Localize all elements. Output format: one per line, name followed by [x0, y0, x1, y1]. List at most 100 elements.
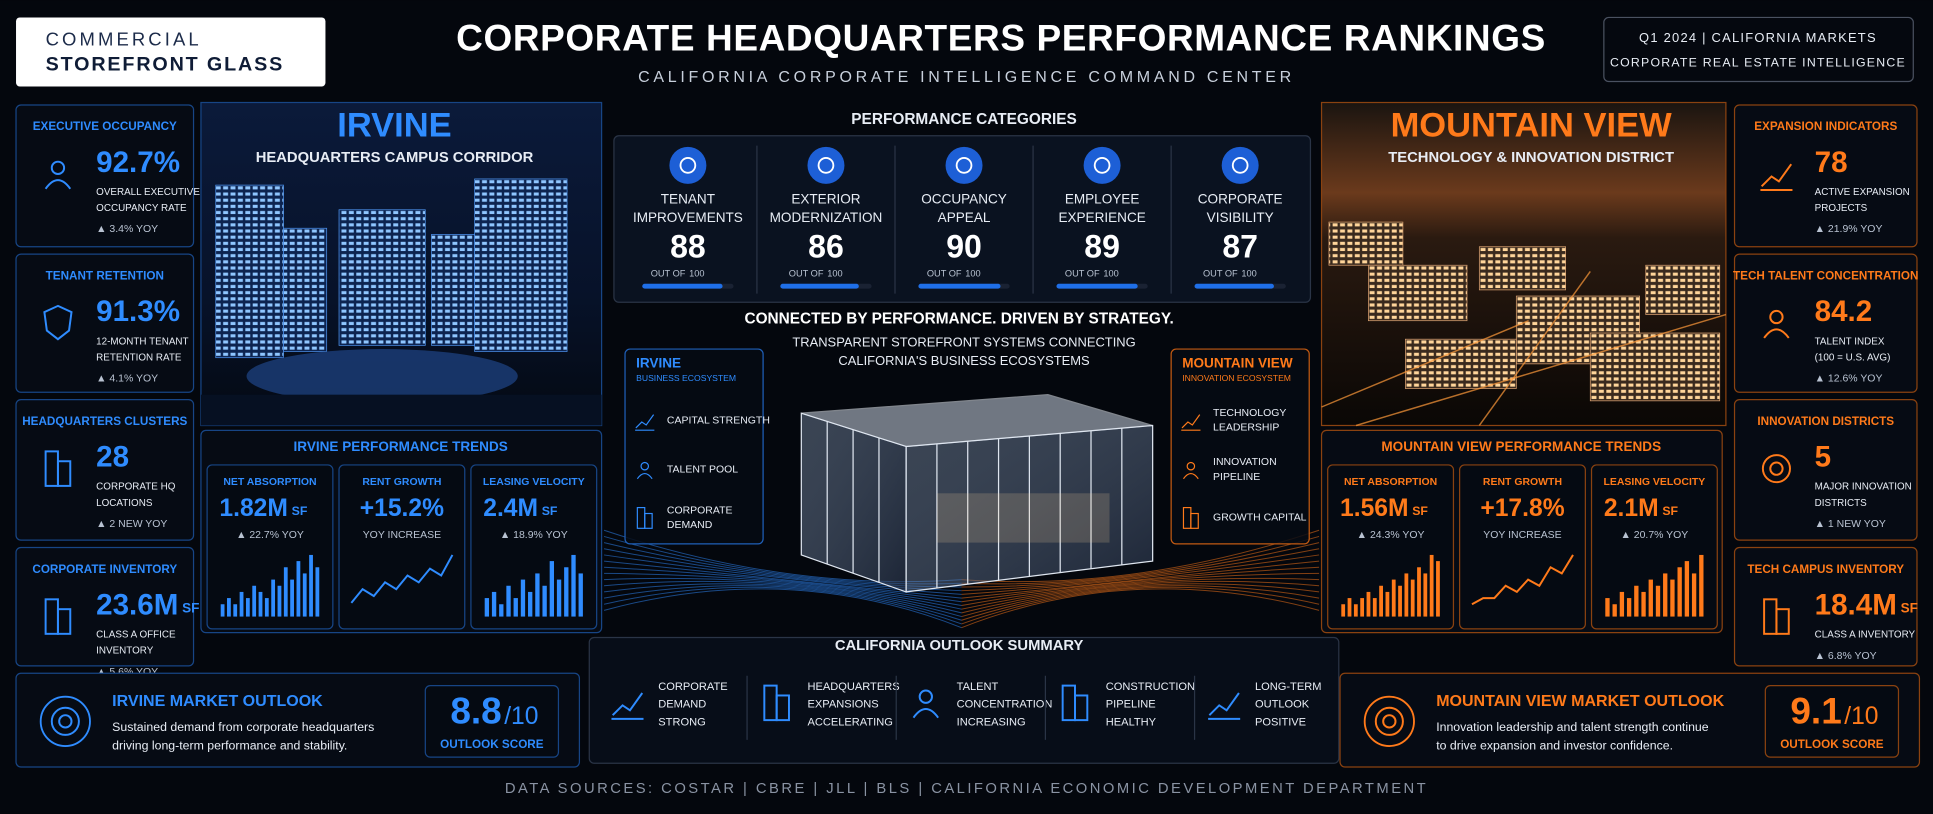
light-stream — [604, 577, 962, 610]
label: YOY INCREASE — [363, 530, 441, 541]
trends-title: IRVINE PERFORMANCE TRENDS — [294, 439, 508, 454]
building — [1645, 264, 1721, 315]
icon — [1181, 414, 1201, 431]
label: DISTRICTS — [1815, 498, 1867, 509]
light-stream — [961, 535, 1320, 585]
light-stream — [961, 566, 1320, 603]
icon — [50, 706, 80, 736]
trend-card — [338, 464, 466, 630]
score-box — [1764, 684, 1900, 758]
label: 12-MONTH TENANT — [96, 336, 188, 347]
metric-card — [1733, 104, 1918, 248]
trend-bar — [1655, 585, 1661, 617]
label: RENT GROWTH — [1483, 477, 1562, 488]
trend-value: 2.4M — [483, 495, 538, 522]
icon-part — [1760, 163, 1793, 188]
score-bar — [918, 283, 1001, 289]
icon — [44, 450, 72, 487]
light-stream — [604, 580, 962, 614]
building — [1589, 332, 1721, 402]
label: /10 — [1844, 703, 1878, 730]
trend-bar — [578, 573, 583, 617]
label: OUT OF — [651, 268, 686, 278]
trend-line — [1471, 554, 1574, 606]
metric-value: 5 — [1815, 441, 1831, 474]
ground — [200, 394, 602, 426]
label: OVERALL EXECUTIVE — [96, 187, 200, 198]
trend-bar — [1417, 567, 1421, 617]
label: 100 — [827, 268, 842, 278]
label: COMMERCIAL — [46, 29, 202, 50]
metric-change: ▲ 4.1% YOY — [96, 373, 158, 384]
trend-value: +15.2% — [360, 495, 444, 522]
metric-title: TECH CAMPUS INVENTORY — [1747, 563, 1904, 576]
building — [1328, 221, 1404, 266]
icon-part — [56, 608, 72, 635]
logo-box — [16, 17, 326, 87]
label: to drive expansion and investor confiden… — [1436, 738, 1673, 752]
label: INNOVATION ECOSYSTEM — [1182, 373, 1291, 383]
light-stream — [961, 586, 1320, 625]
trend-bar — [571, 554, 576, 617]
trend-bar — [264, 598, 269, 617]
icon-part — [58, 714, 73, 729]
category-icon — [1083, 146, 1121, 184]
label: IMPROVEMENTS — [633, 210, 743, 225]
trend-bar — [1372, 598, 1377, 617]
metric-title: HEADQUARTERS CLUSTERS — [22, 415, 187, 428]
icon — [43, 304, 73, 341]
trend-bar — [513, 598, 518, 617]
light-stream — [604, 560, 962, 599]
trend-bar — [1410, 579, 1415, 617]
label: PROJECTS — [1815, 203, 1868, 214]
label: TRANSPARENT STOREFRONT SYSTEMS CONNECTIN… — [792, 334, 1135, 349]
label: CORPORATE HQ — [96, 482, 176, 493]
trend-bar — [220, 604, 225, 617]
trend-bar — [239, 591, 244, 617]
trend-bar — [1641, 591, 1646, 617]
trend-bar — [1619, 591, 1625, 617]
trend-bar — [1347, 598, 1352, 617]
trend-bar — [564, 567, 569, 617]
icon-part — [1181, 414, 1201, 429]
light-stream — [961, 542, 1320, 588]
metric-value: 18.4M — [1815, 589, 1897, 622]
label: SF — [1412, 504, 1428, 518]
label: CLASS A INVENTORY — [1815, 630, 1916, 641]
icon-part — [1761, 454, 1791, 484]
label: TECHNOLOGY & INNOVATION DISTRICT — [1388, 150, 1674, 166]
trend-card — [1327, 464, 1455, 630]
trend-bar — [1429, 554, 1434, 617]
score-bar — [780, 283, 859, 289]
label: STRONG — [658, 717, 705, 729]
icon-part — [1775, 608, 1790, 635]
icon-part — [1186, 461, 1196, 471]
label: LOCATIONS — [96, 498, 153, 509]
label: CALIFORNIA'S BUSINESS ECOSYSTEMS — [838, 353, 1090, 368]
label: ▲ 20.7% YOY — [1621, 530, 1689, 541]
metric-value: 78 — [1815, 146, 1848, 179]
label: Q1 2024 | CALIFORNIA MARKETS — [1639, 30, 1877, 45]
label: LEASING VELOCITY — [1603, 477, 1705, 488]
icon — [1761, 454, 1791, 484]
ecosystem-box — [624, 348, 764, 545]
icon-part — [56, 460, 72, 487]
metric-change: ▲ 1 NEW YOY — [1815, 519, 1886, 530]
icon-part — [918, 689, 933, 704]
trend-bar — [506, 585, 511, 617]
icon — [636, 507, 653, 529]
label: OUT OF — [789, 268, 824, 278]
trend-bar — [271, 579, 276, 617]
label: EXPANSIONS — [807, 699, 878, 711]
trend-bar — [1612, 604, 1617, 617]
trend-line — [350, 554, 454, 604]
light-stream — [961, 548, 1320, 592]
light-stream — [961, 588, 1320, 629]
label: OUTLOOK — [1255, 699, 1310, 711]
trend-card — [1590, 464, 1718, 630]
trend-card — [1458, 464, 1586, 630]
label: CORPORATE REAL ESTATE INTELLIGENCE — [1610, 55, 1906, 69]
label: MOUNTAIN VIEW MARKET OUTLOOK — [1436, 692, 1724, 710]
label: CORPORATE — [658, 681, 727, 693]
